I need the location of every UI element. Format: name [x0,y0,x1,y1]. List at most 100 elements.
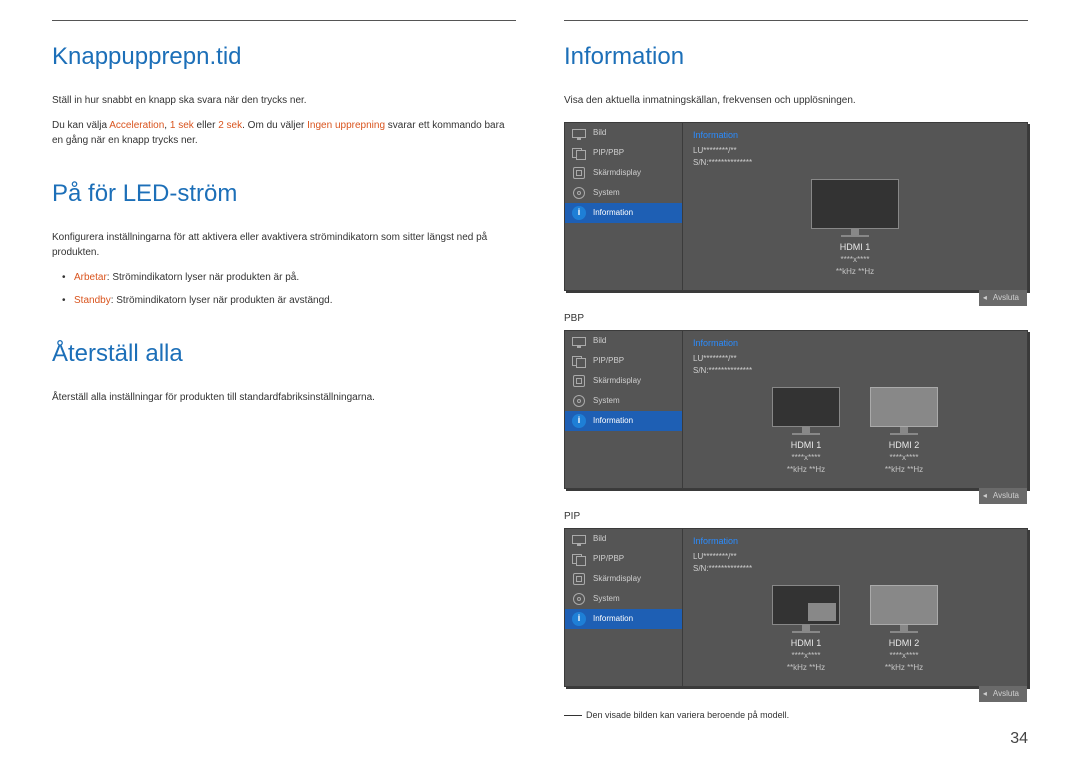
led-p1: Konfigurera inställningarna för att akti… [52,230,516,260]
menu-item-bild[interactable]: Bild [565,123,682,143]
osd-title: Information [693,129,1017,143]
osd-pip-wrap: Bild PIP/PBP Skärmdisplay System iInform… [564,528,1028,687]
display-freq: **kHz **Hz [870,662,938,674]
menu-label: Bild [593,335,606,347]
osd-single-wrap: Bild PIP/PBP Skärmdisplay System iInform… [564,122,1028,291]
osd-serial: S/N:************** [693,563,1017,575]
menu-item-system[interactable]: System [565,589,682,609]
osd-content: Information LU********/** S/N:**********… [683,529,1027,686]
menu-label: Bild [593,127,606,139]
osd-content: Information LU********/** S/N:**********… [683,123,1027,290]
menu-label: PIP/PBP [593,553,624,565]
list-item: Standby: Strömindikatorn lyser när produ… [62,293,516,308]
menu-label: System [593,593,620,605]
menu-item-pippbp[interactable]: PIP/PBP [565,549,682,569]
monitor-base [841,235,869,237]
knapp-p1: Ställ in hur snabbt en knapp ska svara n… [52,93,516,108]
menu-item-bild[interactable]: Bild [565,529,682,549]
heading-led: På för LED-ström [52,176,516,212]
display-res: ****x**** [870,452,938,464]
menu-item-system[interactable]: System [565,391,682,411]
menu-item-display[interactable]: Skärmdisplay [565,371,682,391]
info-icon: i [571,613,587,625]
pip-icon [571,147,587,159]
menu-label: Skärmdisplay [593,573,641,585]
accent-text: Arbetar [74,272,107,283]
display-res: ****x**** [811,254,899,266]
display-icon [571,375,587,387]
accent-text: 1 sek [170,120,194,131]
text-fragment: . Om du väljer [242,120,307,131]
heading-information: Information [564,39,1028,75]
pip-icon [571,553,587,565]
display-hdmi1: HDMI 1 ****x**** **kHz **Hz [811,179,899,279]
label-pbp: PBP [564,311,1028,326]
section-knapp: Knappupprepn.tid Ställ in hur snabbt en … [52,39,516,148]
osd-exit[interactable]: Avsluta [979,488,1027,504]
menu-item-pippbp[interactable]: PIP/PBP [565,351,682,371]
display-icon [571,167,587,179]
monitor-base [792,433,820,435]
menu-item-display[interactable]: Skärmdisplay [565,569,682,589]
osd-exit[interactable]: Avsluta [979,290,1027,306]
menu-label: PIP/PBP [593,355,624,367]
menu-label: Skärmdisplay [593,167,641,179]
osd-title: Information [693,535,1017,549]
text-fragment: : Strömindikatorn lyser när produkten är… [111,295,333,306]
display-name: HDMI 2 [870,439,938,453]
gear-icon [571,593,587,605]
menu-item-display[interactable]: Skärmdisplay [565,163,682,183]
osd-exit[interactable]: Avsluta [979,686,1027,702]
menu-label: Skärmdisplay [593,375,641,387]
osd-pbp: Bild PIP/PBP Skärmdisplay System i Inform… [564,330,1028,489]
display-name: HDMI 1 [772,439,840,453]
display-freq: **kHz **Hz [811,266,899,278]
menu-label: Information [593,207,633,219]
menu-item-info[interactable]: i Information [565,411,682,431]
menu-item-pippbp[interactable]: PIP/PBP [565,143,682,163]
menu-item-info[interactable]: iInformation [565,203,682,223]
section-led: På för LED-ström Konfigurera inställning… [52,176,516,308]
section-reset: Återställ alla Återställ alla inställnin… [52,336,516,405]
osd-content: Information LU********/** S/N:**********… [683,331,1027,488]
info-icon: i [571,415,587,427]
displays-pip: HDMI 1 ****x**** **kHz **Hz HDMI 2 ****x… [693,585,1017,675]
heading-knapp: Knappupprepn.tid [52,39,516,75]
menu-item-bild[interactable]: Bild [565,331,682,351]
osd-model: LU********/** [693,551,1017,563]
osd-pbp-wrap: Bild PIP/PBP Skärmdisplay System i Inform… [564,330,1028,489]
menu-label: System [593,395,620,407]
osd-menu: Bild PIP/PBP Skärmdisplay System i Inform… [565,331,683,488]
knapp-p2: Du kan välja Acceleration, 1 sek eller 2… [52,118,516,148]
monitor-icon [571,335,587,347]
monitor-graphic [870,585,938,625]
divider-top-right [564,20,1028,21]
info-p1: Visa den aktuella inmatningskällan, frek… [564,93,1028,108]
monitor-graphic [772,387,840,427]
label-pip: PIP [564,509,1028,524]
footnote-text: Den visade bilden kan variera beroende p… [586,710,789,720]
display-hdmi2: HDMI 2 ****x**** **kHz **Hz [870,387,938,477]
display-hdmi2: HDMI 2 ****x**** **kHz **Hz [870,585,938,675]
menu-item-system[interactable]: System [565,183,682,203]
accent-text: Acceleration [109,120,164,131]
menu-item-info[interactable]: iInformation [565,609,682,629]
display-icon [571,573,587,585]
dash-icon [564,715,582,716]
display-freq: **kHz **Hz [772,662,840,674]
display-name: HDMI 1 [772,637,840,651]
monitor-base [890,433,918,435]
page-number: 34 [1010,727,1028,751]
osd-title: Information [693,337,1017,351]
displays-pbp: HDMI 1 ****x**** **kHz **Hz HDMI 2 ****x… [693,387,1017,477]
heading-reset: Återställ alla [52,336,516,372]
menu-label: System [593,187,620,199]
display-res: ****x**** [772,452,840,464]
monitor-graphic-pip [772,585,840,625]
display-res: ****x**** [772,650,840,662]
display-name: HDMI 2 [870,637,938,651]
monitor-graphic [811,179,899,229]
menu-label: Information [593,415,633,427]
divider-top-left [52,20,516,21]
text-fragment: : Strömindikatorn lyser när produkten är… [107,272,299,283]
